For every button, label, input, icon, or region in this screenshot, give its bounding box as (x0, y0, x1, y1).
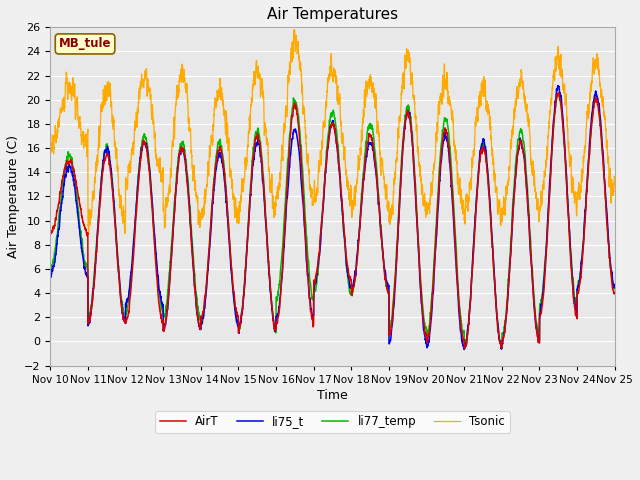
li77_temp (148, 192, 156, 198)
AirT (611, 291, 618, 297)
AirT (428, 302, 436, 308)
li75_t (312, 280, 319, 286)
li77_temp (553, 91, 561, 97)
Title: Air Temperatures: Air Temperatures (267, 7, 398, 22)
li75_t (492, 286, 499, 292)
Tsonic (611, 181, 618, 187)
li75_t (148, 194, 156, 200)
Line: li75_t: li75_t (51, 86, 614, 349)
li77_temp (498, 346, 506, 352)
li75_t (611, 285, 618, 290)
li77_temp (459, 329, 467, 335)
li75_t (428, 310, 436, 315)
AirT (312, 276, 319, 281)
li77_temp (312, 288, 319, 293)
Line: li77_temp: li77_temp (51, 94, 614, 349)
Tsonic (460, 199, 467, 204)
Tsonic (611, 179, 618, 184)
Tsonic (84, 231, 92, 237)
AirT (459, 335, 467, 341)
Tsonic (312, 197, 319, 203)
Line: AirT: AirT (51, 93, 614, 348)
li77_temp (611, 286, 618, 292)
AirT (611, 289, 618, 295)
Tsonic (47, 135, 54, 141)
Tsonic (428, 184, 436, 190)
X-axis label: Time: Time (317, 389, 348, 402)
AirT (554, 90, 562, 96)
AirT (492, 286, 499, 292)
li75_t (460, 347, 468, 352)
li77_temp (428, 294, 436, 300)
Line: Tsonic: Tsonic (51, 30, 614, 234)
Text: MB_tule: MB_tule (59, 37, 111, 50)
li75_t (459, 342, 467, 348)
li77_temp (491, 286, 499, 291)
Y-axis label: Air Temperature (C): Air Temperature (C) (7, 135, 20, 258)
li75_t (47, 272, 54, 278)
li77_temp (611, 284, 618, 289)
Tsonic (492, 183, 499, 189)
li75_t (554, 83, 562, 89)
Legend: AirT, li75_t, li77_temp, Tsonic: AirT, li75_t, li77_temp, Tsonic (156, 411, 509, 433)
li75_t (611, 281, 618, 287)
AirT (148, 200, 156, 206)
li77_temp (47, 267, 54, 273)
Tsonic (291, 27, 298, 33)
Tsonic (148, 117, 156, 122)
AirT (461, 346, 468, 351)
AirT (47, 229, 54, 235)
